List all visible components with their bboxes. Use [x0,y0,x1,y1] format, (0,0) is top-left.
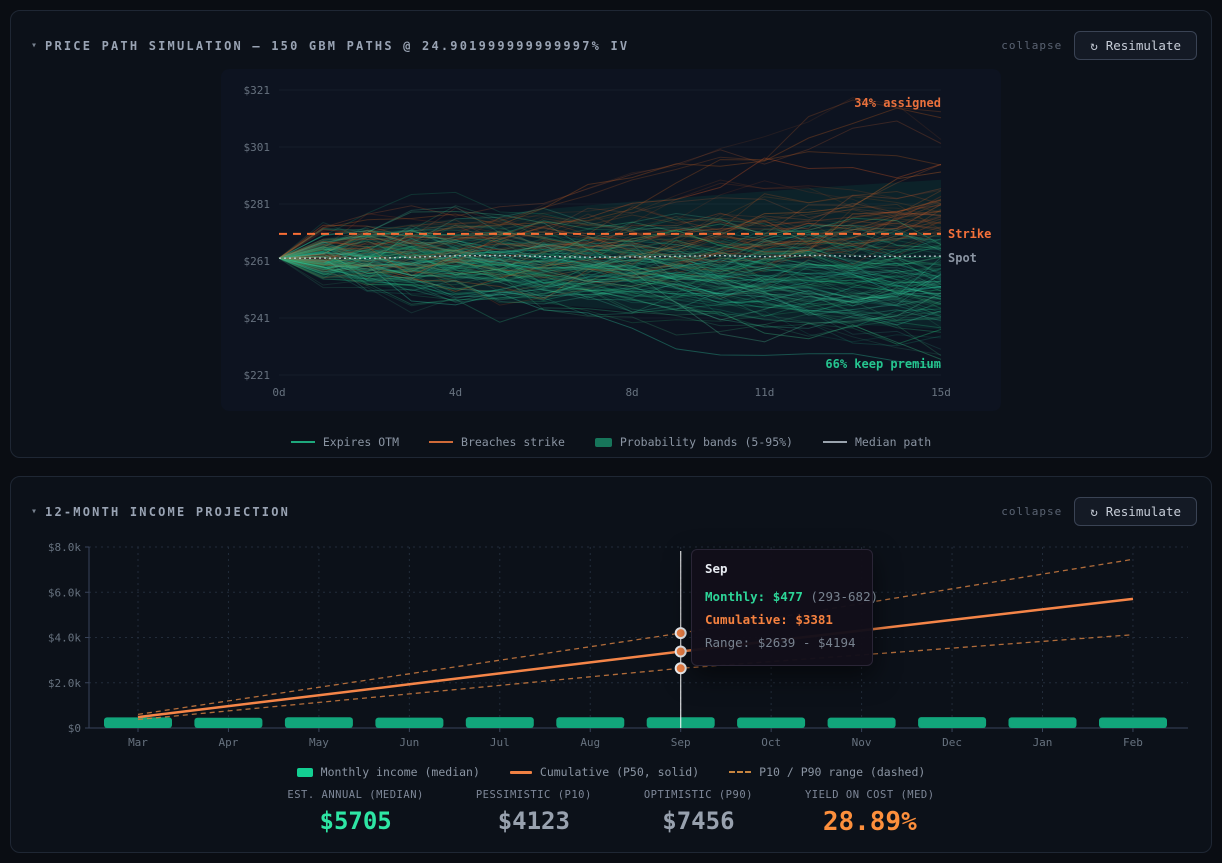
stat-value: $4123 [497,807,570,835]
svg-text:34% assigned: 34% assigned [854,96,941,110]
tooltip-monthly-row: Monthly: $477 (293-682) [705,589,879,604]
gray-line-swatch-icon [822,441,847,443]
svg-text:Jan: Jan [1033,736,1053,749]
svg-text:8d: 8d [625,386,638,399]
tooltip-month: Sep [705,561,728,576]
price-path-simulation-panel: ▾ PRICE PATH SIMULATION — 150 GBM PATHS … [10,10,1212,458]
svg-text:Dec: Dec [942,736,962,749]
orange-line-swatch-icon [429,441,454,443]
stat-pessimistic: PESSIMISTIC (P10) $4123 [475,789,592,835]
legend-label: Expires OTM [322,435,400,449]
svg-text:Feb: Feb [1123,736,1143,749]
svg-text:$221: $221 [244,369,271,382]
svg-text:Jul: Jul [490,736,510,749]
stat-yield-on-cost: YIELD ON COST (MED) 28.89% [804,789,935,837]
svg-text:Oct: Oct [761,736,781,749]
stat-est-annual: EST. ANNUAL (MEDIAN) $5705 [287,789,424,835]
svg-text:$301: $301 [244,141,271,154]
income-resimulate-label: Resimulate [1105,504,1181,519]
sim-resimulate-label: Resimulate [1105,38,1181,53]
legend-median-path: Median path [822,435,932,449]
svg-text:$261: $261 [244,255,271,268]
svg-text:Spot: Spot [948,251,977,265]
stat-value: $5705 [319,807,392,835]
svg-text:$4.0k: $4.0k [48,632,81,645]
income-projection-chart[interactable]: $8.0k $6.0k $4.0k $2.0k $0 Mar Apr May Jun Jul Aug… [11,541,1211,751]
income-panel-title: 12-MONTH INCOME PROJECTION [45,504,291,519]
legend-cumulative: Cumulative (P50, solid) [509,765,700,779]
svg-text:Nov: Nov [852,736,872,749]
price-path-chart-container: $321 $301 $281 $261 $241 $221 0d 4d 8d 11d 15d Stri… [221,69,1001,411]
legend-expires-otm: Expires OTM [290,435,400,449]
refresh-icon: ↻ [1090,38,1098,53]
legend-label: Probability bands (5-95%) [619,435,793,449]
green-bar-swatch-icon [296,767,313,777]
refresh-icon: ↻ [1090,504,1098,519]
legend-label: Cumulative (P50, solid) [539,765,700,779]
svg-text:Aug: Aug [580,736,600,749]
band-swatch-icon [594,437,612,447]
legend-label: Median path [854,435,932,449]
collapse-caret-icon[interactable]: ▾ [31,506,38,517]
income-legend: Monthly income (median) Cumulative (P50,… [11,765,1211,779]
svg-text:11d: 11d [755,386,775,399]
sim-collapse-link[interactable]: collapse [1001,39,1063,52]
svg-text:$2.0k: $2.0k [48,677,81,690]
income-collapse-link[interactable]: collapse [1001,505,1063,518]
svg-text:May: May [309,736,329,749]
svg-text:Strike: Strike [948,227,991,241]
svg-text:$241: $241 [244,312,271,325]
legend-label: Monthly income (median) [320,765,480,779]
green-line-swatch-icon [290,441,315,443]
svg-text:$6.0k: $6.0k [48,586,81,599]
stat-value: 28.89% [822,807,917,837]
legend-probability-bands: Probability bands (5-95%) [594,435,793,449]
svg-text:$281: $281 [244,198,271,211]
svg-text:$8.0k: $8.0k [48,541,81,554]
svg-text:15d: 15d [931,386,951,399]
income-resimulate-button[interactable]: ↻ Resimulate [1074,497,1197,526]
income-projection-panel: ▾ 12-MONTH INCOME PROJECTION collapse ↻ … [10,476,1212,853]
legend-label: Breaches strike [461,435,565,449]
svg-text:Sep: Sep [671,736,691,749]
svg-text:Jun: Jun [399,736,419,749]
sim-legend: Expires OTM Breaches strike Probability … [11,435,1211,449]
svg-text:66% keep premium: 66% keep premium [825,357,941,371]
tooltip-range-row: Range: $2639 - $4194 [705,635,856,650]
stat-optimistic: OPTIMISTIC (P90) $7456 [643,789,753,835]
legend-breaches-strike: Breaches strike [429,435,565,449]
chart-tooltip: Sep Monthly: $477 (293-682) Cumulative: … [691,549,879,666]
svg-text:0d: 0d [272,386,285,399]
svg-text:$0: $0 [68,722,81,735]
summary-stats: EST. ANNUAL (MEDIAN) $5705 PESSIMISTIC (… [11,789,1211,837]
svg-text:$321: $321 [244,84,271,97]
svg-text:Mar: Mar [128,736,148,749]
sim-resimulate-button[interactable]: ↻ Resimulate [1074,31,1197,60]
sim-panel-title: PRICE PATH SIMULATION — 150 GBM PATHS @ … [45,38,630,53]
collapse-caret-icon[interactable]: ▾ [31,40,38,51]
stat-value: $7456 [662,807,735,835]
legend-label: P10 / P90 range (dashed) [759,765,926,779]
svg-text:4d: 4d [449,386,462,399]
sim-panel-header: ▾ PRICE PATH SIMULATION — 150 GBM PATHS … [31,31,1197,60]
svg-text:Apr: Apr [219,736,239,749]
orange-solid-swatch-icon [509,770,532,774]
tooltip-cumulative-row: Cumulative: $3381 [705,612,833,627]
orange-dashed-swatch-icon [729,771,752,773]
income-panel-header: ▾ 12-MONTH INCOME PROJECTION collapse ↻ … [31,497,1197,526]
legend-p10-p90: P10 / P90 range (dashed) [729,765,925,779]
income-chart-container: $8.0k $6.0k $4.0k $2.0k $0 Mar Apr May Jun Jul Aug… [11,541,1211,751]
legend-monthly-income: Monthly income (median) [296,765,480,779]
